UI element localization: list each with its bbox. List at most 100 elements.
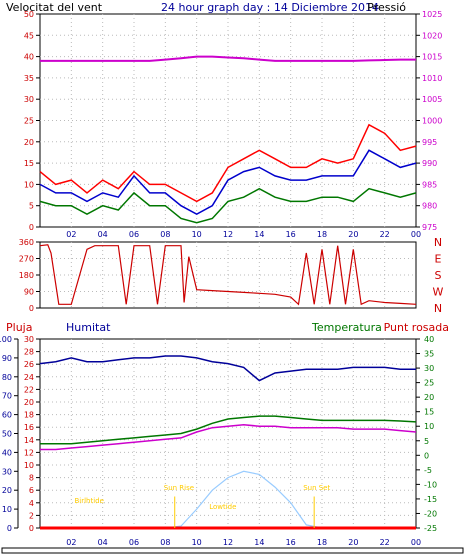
climate-x-tick-label: 10 [192,538,202,547]
rain-tick-label: 8 [29,474,34,483]
rain-tick-label: 0 [29,524,34,533]
wind-x-tick-label: 20 [348,230,358,239]
temperature-tick-label: 35 [424,350,434,359]
pressure-tick-label: 1010 [422,74,442,83]
climate-x-tick-label: 20 [348,538,358,547]
temperature-tick-label: 20 [424,393,434,402]
rain-tick-label: 24 [24,373,34,382]
wind-low-line [39,187,417,224]
climate-x-tick-label: 08 [160,538,170,547]
wind-x-tick-label: 18 [317,230,327,239]
direction-tick-label: 180 [19,271,34,280]
direction-tick-label: 270 [19,255,34,264]
pressure-label: Pressió [367,1,406,14]
wind-x-tick-label: 08 [160,230,170,239]
rain-tick-label: 4 [29,499,34,508]
humidity-tick-label: 90 [2,354,12,363]
wind-x-tick-label: 22 [380,230,390,239]
dewpoint-label: Punt rosada [384,321,449,334]
astro-annotation: Sun Set [303,484,330,492]
climate-x-tick-label: 22 [380,538,390,547]
climate-x-tick-label: 18 [317,538,327,547]
wind-x-tick-label: 12 [223,230,233,239]
astro-annotation: Lowtide [209,503,236,511]
humidity-tick-label: 40 [2,448,12,457]
wind-x-tick-label: 04 [98,230,108,239]
wind-x-tick-label: 00 [411,230,421,239]
wind-speed-tick-label: 20 [24,138,34,147]
pressure-line [40,55,416,62]
rain-tick-label: 20 [24,398,34,407]
wind-speed-tick-label: 50 [24,10,34,19]
pressure-tick-label: 975 [422,223,437,232]
wind-speed-label: Velocitat del vent [6,1,103,14]
rain-tick-label: 10 [24,461,34,470]
wind-speed-tick-label: 5 [29,202,34,211]
temperature-tick-label: 0 [424,451,429,460]
humidity-tick-label: 100 [0,335,12,344]
astro-annotation: Sun Rise [164,484,194,492]
rain-tick-label: 6 [29,486,34,495]
wind-speed-tick-label: 30 [24,95,34,104]
wind-panel: 0510152025303540455097598098599099510001… [24,10,443,239]
rain-tick-label: 12 [24,448,34,457]
climate-panel: 0102030405060708090100024681012141618202… [0,335,437,547]
wind-x-tick-label: 02 [66,230,76,239]
climate-x-tick-label: 16 [286,538,296,547]
pressure-tick-label: 995 [422,138,437,147]
rain-tick-label: 2 [29,511,34,520]
pressure-tick-label: 1020 [422,31,442,40]
temperature-tick-label: 30 [424,364,434,373]
temperature-tick-label: 25 [424,379,434,388]
wind-direction-line [39,244,417,306]
wind-speed-tick-label: 15 [24,159,34,168]
temperature-tick-label: 5 [424,437,429,446]
astro-annotation: Birlhtide [74,497,103,505]
wind-speed-tick-label: 10 [24,180,34,189]
pressure-tick-label: 1005 [422,95,442,104]
temperature-label: Temperatura [311,321,382,334]
pressure-tick-label: 1015 [422,53,442,62]
wind-x-tick-label: 14 [254,230,264,239]
wind-gust-line [39,123,417,203]
climate-x-tick-label: 06 [129,538,139,547]
wind-x-tick-label: 16 [286,230,296,239]
wind-speed-tick-label: 0 [29,223,34,232]
humidity-tick-label: 10 [2,505,12,514]
wind-speed-tick-label: 45 [24,31,34,40]
direction-tick-label: 90 [24,288,34,297]
wind-x-tick-label: 06 [129,230,139,239]
climate-x-tick-label: 02 [66,538,76,547]
temperature-tick-label: 10 [424,422,434,431]
compass-label: W [433,286,444,299]
temperature-line [40,415,417,445]
rain-tick-label: 18 [24,411,34,420]
temperature-tick-label: 40 [424,335,434,344]
pressure-tick-label: 1025 [422,10,442,19]
wind-average-line [39,149,417,216]
wind-x-tick-label: 10 [192,230,202,239]
rain-tick-label: 30 [24,335,34,344]
temperature-tick-label: -5 [424,466,432,475]
bottom-frame [1,547,464,554]
pressure-tick-label: 985 [422,180,437,189]
direction-tick-label: 0 [29,304,34,313]
humidity-tick-label: 30 [2,467,12,476]
climate-x-tick-label: 00 [411,538,421,547]
pressure-tick-label: 980 [422,202,437,211]
rain-tick-label: 28 [24,348,34,357]
compass-label: S [435,269,442,282]
humidity-tick-label: 20 [2,486,12,495]
temperature-tick-label: -20 [424,509,437,518]
humidity-line [39,355,416,382]
climate-x-tick-label: 14 [254,538,264,547]
temperature-tick-label: -10 [424,480,437,489]
rain-tick-label: 16 [24,423,34,432]
temperature-tick-label: -25 [424,524,437,533]
humidity-tick-label: 60 [2,411,12,420]
climate-x-tick-label: 04 [98,538,108,547]
compass-label: N [434,236,442,249]
